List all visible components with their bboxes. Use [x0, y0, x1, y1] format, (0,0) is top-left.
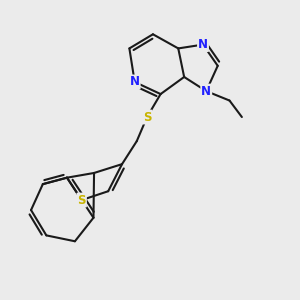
Text: S: S [77, 194, 86, 207]
Text: S: S [143, 110, 151, 124]
Text: N: N [130, 76, 140, 88]
Text: N: N [201, 85, 211, 98]
Text: N: N [198, 38, 208, 51]
